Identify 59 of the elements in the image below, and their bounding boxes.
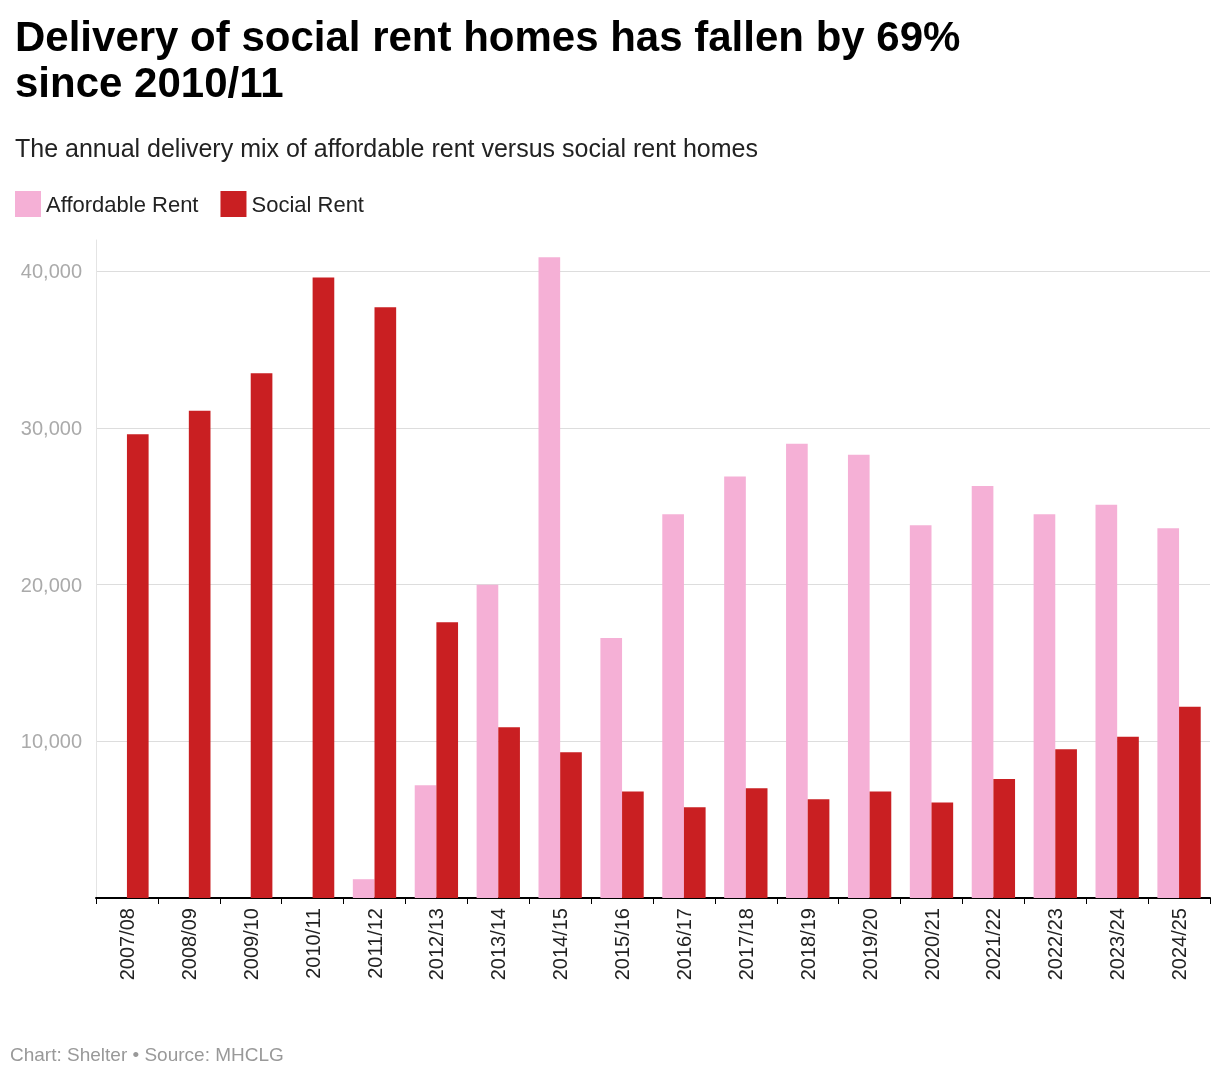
- bar: [600, 637, 623, 898]
- bar: [498, 727, 520, 898]
- x-tick-label: 2023/24: [1106, 908, 1129, 981]
- bar: [312, 277, 335, 898]
- bar: [622, 791, 644, 898]
- chart-subtitle: The annual delivery mix of affordable rent versus social rent homes: [15, 133, 758, 162]
- x-tick-label: 2018/19: [796, 908, 819, 981]
- x-tick-label: 2007/08: [115, 908, 138, 981]
- x-tick-label: 2008/09: [177, 908, 200, 981]
- x-tick-label: 2010/11: [301, 908, 324, 979]
- x-tick-label: 2011/12: [363, 908, 386, 979]
- bar: [250, 373, 273, 898]
- x-tick-label: 2015/16: [611, 908, 634, 981]
- legend-label: Social Rent: [251, 191, 364, 217]
- x-tick-label: 2009/10: [239, 908, 262, 981]
- bar: [971, 485, 994, 898]
- bar: [538, 257, 561, 898]
- legend-label: Affordable Rent: [46, 191, 199, 217]
- bar: [476, 584, 499, 898]
- y-tick-label: 30,000: [20, 417, 82, 439]
- x-tick-label: 2021/22: [982, 908, 1005, 981]
- bar: [869, 791, 892, 898]
- bar: [1095, 504, 1118, 898]
- bar: [993, 778, 1016, 898]
- bar: [786, 443, 808, 898]
- bar: [1033, 514, 1056, 898]
- bar: [560, 752, 582, 898]
- x-tick-label: 2020/21: [920, 908, 943, 981]
- bar: [745, 788, 768, 898]
- bar: [683, 807, 706, 898]
- bar: [909, 525, 932, 898]
- bar: [1179, 706, 1201, 898]
- bar: [1157, 528, 1180, 898]
- bar: [414, 785, 437, 898]
- x-tick-label: 2016/17: [672, 908, 695, 981]
- bar: [436, 622, 459, 898]
- x-tick-label: 2012/13: [425, 908, 448, 981]
- y-tick-label: 20,000: [20, 573, 82, 596]
- bar: [847, 454, 870, 898]
- x-tick-label: 2014/15: [549, 908, 572, 981]
- text: Chart: Shelter • Source: MHCLG: [10, 1044, 284, 1065]
- x-tick-label: 2024/25: [1168, 908, 1191, 981]
- x-tick-label: 2019/20: [858, 908, 881, 981]
- x-tick-label: 2022/23: [1044, 908, 1067, 981]
- bar: [1117, 736, 1139, 898]
- bar: [724, 476, 746, 898]
- y-tick-label: 40,000: [20, 260, 82, 283]
- bar: [1055, 749, 1077, 898]
- bar: [188, 410, 211, 898]
- bar: [807, 799, 830, 898]
- bar: [374, 307, 397, 898]
- bar: [662, 514, 684, 898]
- x-tick-label: 2017/18: [734, 908, 757, 981]
- x-tick-label: 2013/14: [487, 908, 510, 981]
- chart-title: Delivery of social rent homes has fallen by 69% since 2010/11: [15, 12, 973, 106]
- bar: [931, 802, 954, 898]
- y-tick-label: 10,000: [20, 730, 82, 753]
- bar: [126, 434, 149, 898]
- bar: [352, 879, 375, 898]
